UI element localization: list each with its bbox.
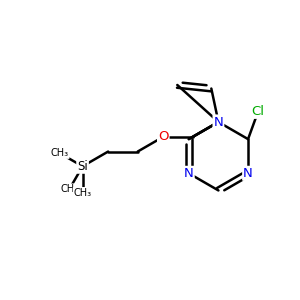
Text: N: N	[214, 116, 223, 128]
Text: N: N	[184, 167, 194, 180]
Text: CH₃: CH₃	[51, 148, 69, 158]
Text: O: O	[158, 130, 169, 143]
Text: Si: Si	[77, 160, 88, 173]
Text: CH₃: CH₃	[74, 188, 92, 198]
Text: N: N	[243, 167, 253, 180]
Text: Cl: Cl	[252, 105, 265, 118]
Text: CH₃: CH₃	[60, 184, 78, 194]
